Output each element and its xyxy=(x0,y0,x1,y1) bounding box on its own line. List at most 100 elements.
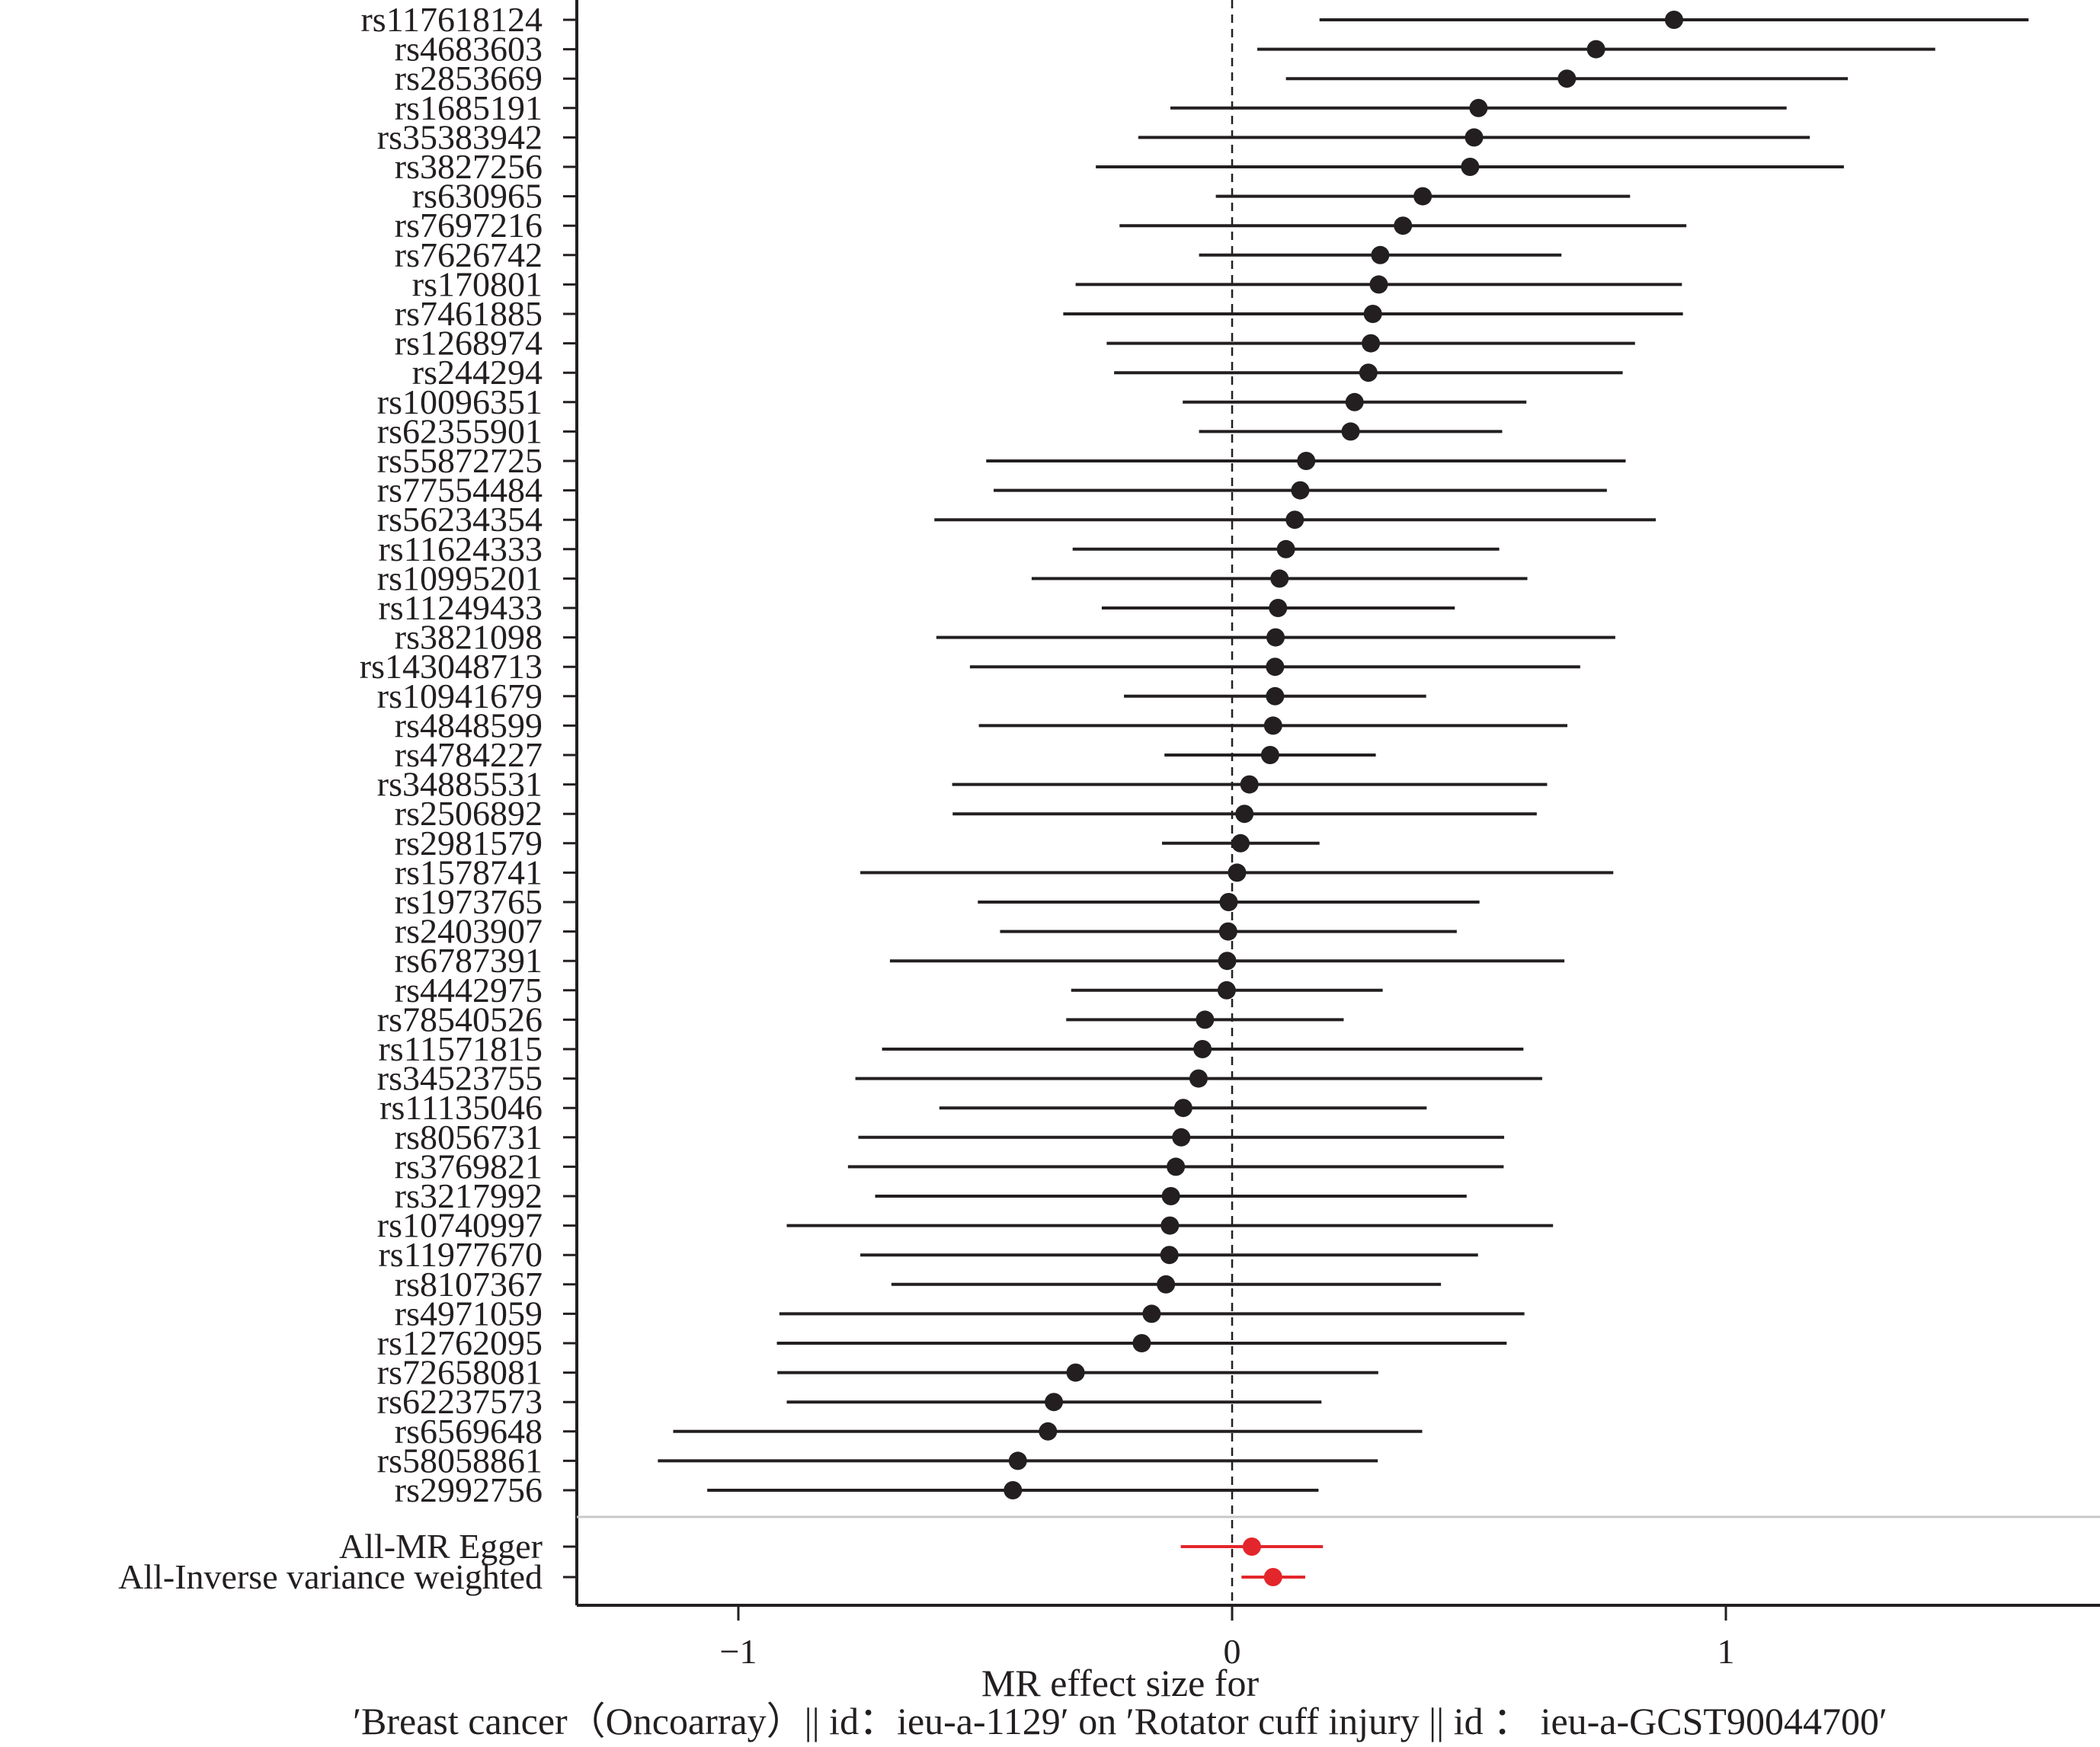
snp-label: rs7626742 xyxy=(395,235,543,274)
x-tick-label: −1 xyxy=(720,1632,757,1671)
snp-point xyxy=(1160,1216,1180,1235)
snp-label: rs10941679 xyxy=(377,677,543,715)
snp-label: rs4848599 xyxy=(395,706,543,744)
snp-point xyxy=(1142,1304,1161,1323)
snp-point xyxy=(1266,686,1285,706)
summary-point xyxy=(1242,1537,1261,1556)
snp-label: rs2981579 xyxy=(395,824,543,862)
snp-label: rs78540526 xyxy=(377,1000,543,1038)
x-axis-subtitle: ′Breast cancer（Oncoarray）|| id：ieu-a-112… xyxy=(353,1700,1887,1742)
plot-area: rs117618124rs4683603rs2853669rs1685191rs… xyxy=(118,0,2100,1671)
snp-point xyxy=(1189,1069,1208,1088)
snp-label: rs77554484 xyxy=(377,471,543,510)
snp-label: rs7461885 xyxy=(395,294,543,333)
snp-label: rs117618124 xyxy=(360,0,543,39)
snp-point xyxy=(1285,510,1304,530)
snp-label: rs6787391 xyxy=(395,941,543,980)
snp-label: rs2992756 xyxy=(395,1470,543,1509)
snp-point xyxy=(1219,893,1238,911)
snp-label: rs11249433 xyxy=(378,588,543,627)
snp-label: rs170801 xyxy=(412,264,543,303)
snp-label: rs10740997 xyxy=(377,1206,543,1245)
snp-label: rs11977670 xyxy=(378,1235,543,1274)
snp-point xyxy=(1045,1393,1064,1412)
snp-label: rs8056731 xyxy=(395,1118,543,1157)
snp-point xyxy=(1240,775,1259,794)
x-axis-label: MR effect size for xyxy=(981,1662,1260,1704)
snp-label: rs7697216 xyxy=(395,206,543,245)
snp-label: rs2853669 xyxy=(395,59,543,98)
snp-point xyxy=(1008,1451,1027,1470)
summary-label: All-Inverse variance weighted xyxy=(118,1557,543,1596)
snp-point xyxy=(1266,658,1285,677)
snp-label: rs72658081 xyxy=(377,1353,543,1392)
snp-label: rs4442975 xyxy=(395,971,543,1009)
snp-point xyxy=(1260,746,1279,764)
snp-point xyxy=(1161,1187,1180,1205)
snp-point xyxy=(1276,539,1295,558)
snp-label: rs3827256 xyxy=(395,147,543,186)
snp-point xyxy=(1664,11,1683,29)
snp-label: rs2403907 xyxy=(395,912,543,951)
snp-point xyxy=(1217,981,1236,1000)
snp-point xyxy=(1363,305,1382,323)
snp-label: rs2506892 xyxy=(395,794,543,833)
snp-point xyxy=(1371,245,1390,264)
snp-label: rs6569648 xyxy=(395,1412,543,1451)
snp-point xyxy=(1066,1363,1085,1382)
snp-label: rs11135046 xyxy=(379,1088,543,1127)
snp-point xyxy=(1218,952,1237,971)
snp-point xyxy=(1345,392,1364,411)
snp-point xyxy=(1160,1246,1179,1265)
snp-point xyxy=(1465,128,1484,147)
snp-point xyxy=(1297,452,1316,470)
snp-point xyxy=(1341,422,1360,441)
snp-point xyxy=(1269,599,1288,617)
summary-point xyxy=(1263,1568,1282,1586)
snp-point xyxy=(1362,334,1381,353)
snp-label: rs1685191 xyxy=(395,88,543,127)
snp-point xyxy=(1235,805,1254,824)
snp-label: rs630965 xyxy=(412,177,543,216)
snp-label: rs11571815 xyxy=(378,1029,543,1068)
snp-label: rs1578741 xyxy=(395,853,543,891)
snp-label: rs10995201 xyxy=(377,558,543,597)
snp-point xyxy=(1270,569,1289,588)
snp-point xyxy=(1291,481,1310,500)
snp-point xyxy=(1196,1010,1215,1029)
snp-point xyxy=(1004,1481,1023,1499)
snp-label: rs12762095 xyxy=(377,1323,543,1362)
x-tick-label: 1 xyxy=(1717,1632,1735,1671)
snp-point xyxy=(1231,834,1250,853)
snp-point xyxy=(1461,158,1480,176)
snp-label: rs1973765 xyxy=(395,882,543,921)
snp-label: rs3769821 xyxy=(395,1147,543,1185)
snp-label: rs143048713 xyxy=(360,647,543,686)
snp-label: rs3217992 xyxy=(395,1176,543,1215)
snp-label: rs8107367 xyxy=(395,1265,543,1304)
snp-point xyxy=(1413,187,1433,206)
snp-point xyxy=(1172,1128,1191,1147)
snp-point xyxy=(1193,1040,1212,1058)
snp-label: rs3821098 xyxy=(395,618,543,657)
snp-point xyxy=(1263,716,1282,735)
snp-label: rs34523755 xyxy=(377,1059,543,1098)
snp-label: rs62355901 xyxy=(377,411,543,450)
snp-point xyxy=(1394,216,1413,235)
snp-label: rs4971059 xyxy=(395,1294,543,1333)
summary-label: All-MR Egger xyxy=(339,1527,543,1566)
snp-point xyxy=(1173,1099,1192,1118)
snp-label: rs10096351 xyxy=(377,382,543,421)
snp-label: rs4784227 xyxy=(395,735,543,774)
snp-label: rs55872725 xyxy=(377,441,543,480)
snp-point xyxy=(1369,275,1388,294)
snp-label: rs34885531 xyxy=(377,765,543,804)
snp-point xyxy=(1132,1334,1151,1352)
snp-label: rs1268974 xyxy=(395,324,543,363)
snp-point xyxy=(1039,1422,1058,1441)
snp-point xyxy=(1167,1157,1186,1176)
snp-label: rs56234354 xyxy=(377,500,543,539)
snp-label: rs11624333 xyxy=(378,530,543,568)
snp-label: rs58058861 xyxy=(377,1441,543,1480)
